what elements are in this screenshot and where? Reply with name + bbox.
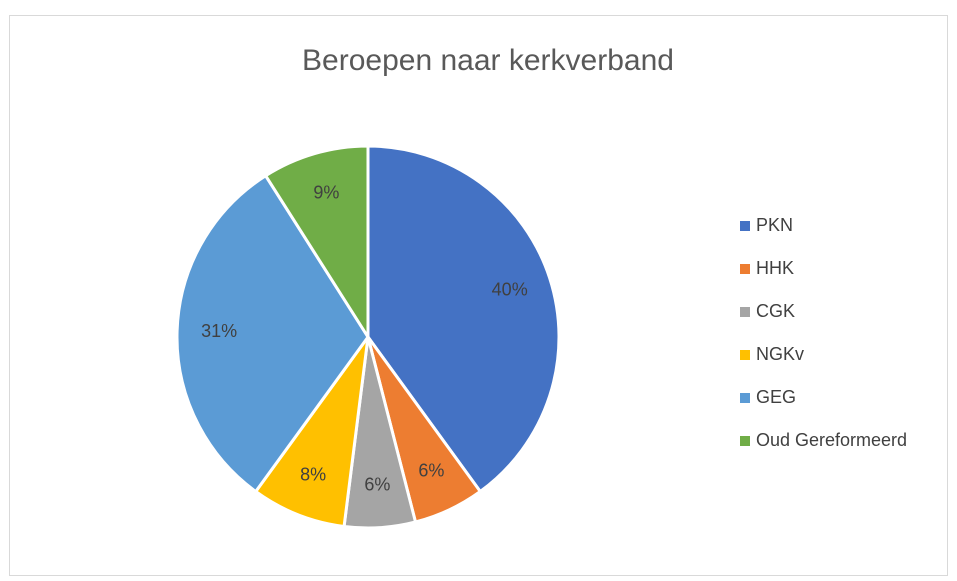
- data-label: 6%: [364, 474, 390, 494]
- legend-label: Oud Gereformeerd: [756, 430, 907, 450]
- legend-swatch: [740, 436, 750, 446]
- legend-label: NGKv: [756, 344, 804, 364]
- legend-swatch: [740, 350, 750, 360]
- data-label: 6%: [418, 461, 444, 481]
- legend-label: GEG: [756, 387, 796, 407]
- pie-slice: [175, 173, 370, 494]
- legend-swatch: [740, 221, 750, 231]
- legend-swatch: [740, 393, 750, 403]
- legend-swatch: [740, 307, 750, 317]
- chart-title: Beroepen naar kerkverband: [302, 44, 674, 77]
- legend-label: PKN: [756, 215, 793, 235]
- data-label: 9%: [313, 183, 339, 203]
- legend-label: CGK: [756, 301, 795, 321]
- pie-slice: [366, 144, 561, 494]
- data-label: 31%: [201, 321, 237, 341]
- data-label: 40%: [492, 280, 528, 300]
- pie-slice: [263, 144, 370, 343]
- data-label: 8%: [300, 464, 326, 484]
- pie-slice: [253, 336, 370, 529]
- legend-swatch: [740, 264, 750, 274]
- legend-label: HHK: [756, 258, 794, 278]
